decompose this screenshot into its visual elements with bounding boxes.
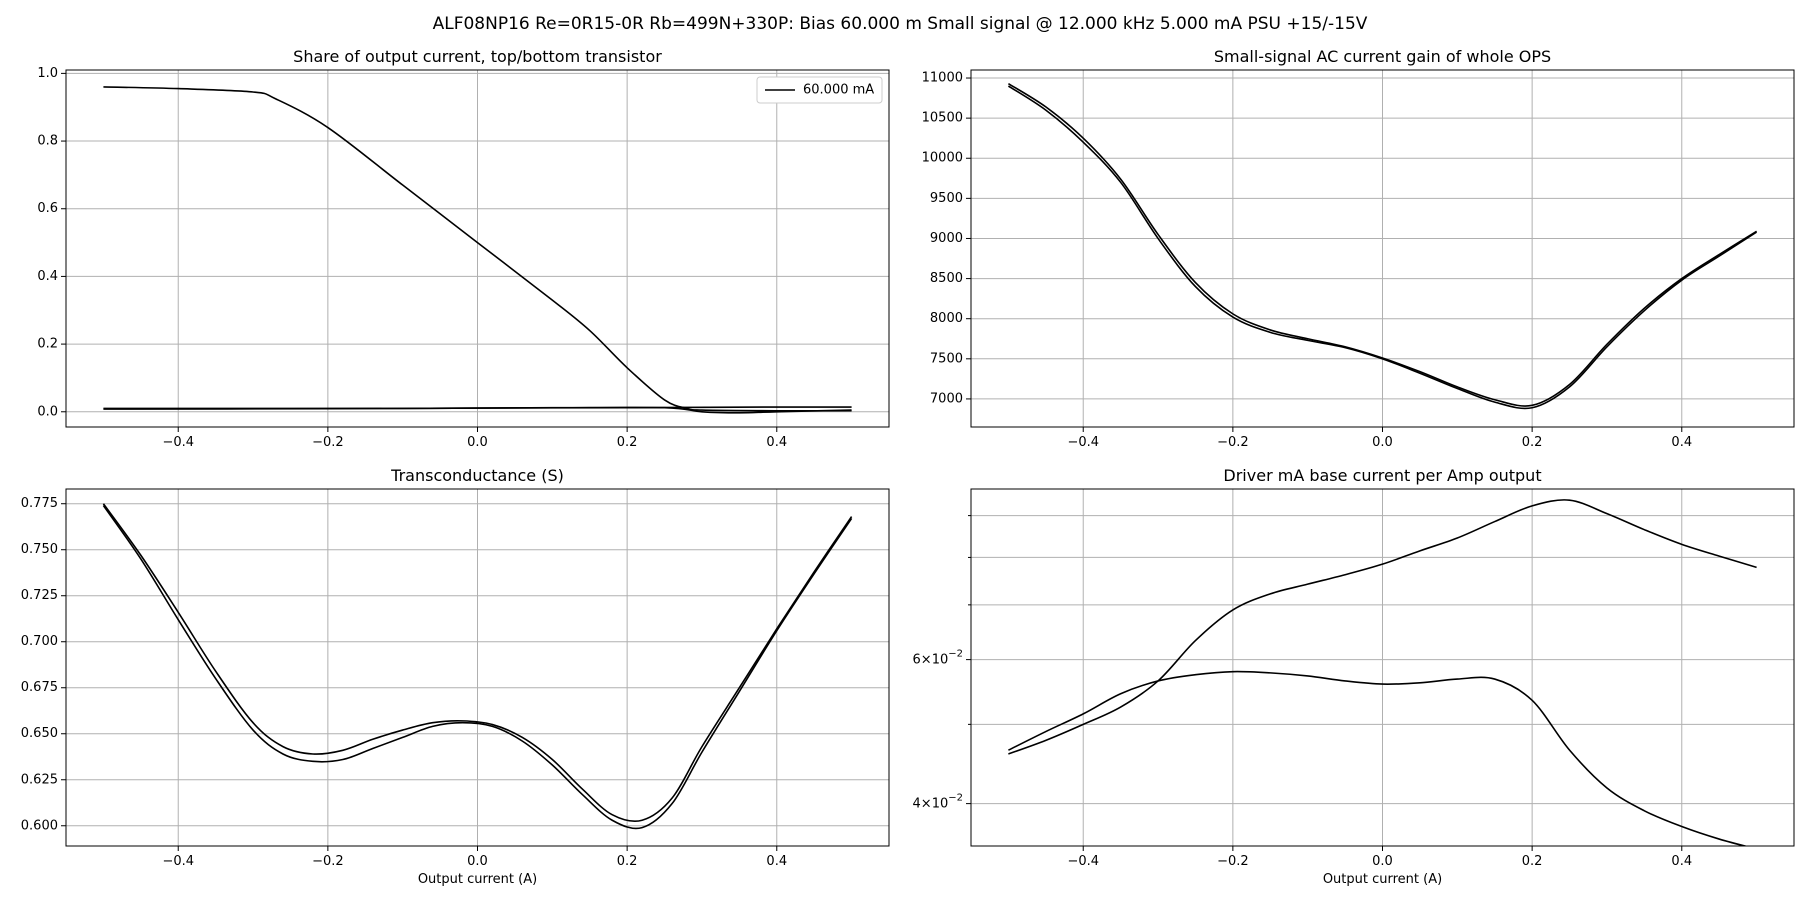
x-axis-label: Output current (A): [1323, 872, 1442, 887]
y-tick-label: 0.775: [21, 496, 58, 511]
legend-label: 60.000 mA: [803, 83, 874, 98]
y-tick-label: 0.675: [21, 680, 58, 695]
y-tick-label: 4×10−2: [913, 793, 963, 812]
plot-share-of-output-current: −0.4 −0.2 0.0 0.2 0.4 0.0 0.2 0.4 0.6 0.8 1.0 Share…: [37, 47, 890, 450]
series-line-2: [102, 503, 853, 823]
y-tick-label: 11000: [922, 71, 963, 86]
y-tick-label: 9000: [930, 231, 963, 246]
plot-current-gain: −0.4 −0.2 0.0 0.2 0.4 7000 7500 8000 8500 9000 950…: [922, 47, 1795, 450]
x-tick-label: 0.2: [1522, 854, 1543, 869]
x-tick-label: −0.2: [1217, 435, 1249, 450]
x-axis-label: Output current (A): [418, 872, 537, 887]
y-tick-label: 7500: [930, 351, 963, 366]
x-tick-label: 0.0: [467, 854, 488, 869]
x-tick-label: −0.4: [1067, 854, 1099, 869]
x-tick-label: 0.2: [617, 435, 638, 450]
series-line-3: [103, 406, 852, 410]
y-tick-label: 8000: [930, 311, 963, 326]
figure-title: ALF08NP16 Re=0R15-0R Rb=499N+330P: Bias …: [432, 14, 1368, 34]
x-tick-label: 0.4: [766, 435, 787, 450]
y-tick-label: 0.0: [37, 404, 58, 419]
y-tick-label: 10000: [922, 151, 963, 166]
plot-title: Share of output current, top/bottom tran…: [293, 47, 662, 66]
y-tick-label: 0.4: [37, 269, 58, 284]
y-tick-label: 0.725: [21, 588, 58, 603]
y-tick-label: 6×10−2: [913, 649, 963, 668]
x-tick-label: −0.2: [312, 854, 344, 869]
legend: 60.000 mA: [756, 76, 883, 104]
y-tick-label: 0.6: [37, 201, 58, 216]
x-tick-label: −0.4: [162, 435, 194, 450]
y-tick-label: 0.750: [21, 542, 58, 557]
x-tick-label: 0.2: [617, 854, 638, 869]
y-tick-label: 9500: [930, 191, 963, 206]
y-tick-label: 0.600: [21, 818, 58, 833]
x-tick-label: −0.4: [162, 854, 194, 869]
y-tick-label: 0.700: [21, 634, 58, 649]
x-tick-label: 0.4: [1671, 435, 1692, 450]
series-line-1: [102, 505, 853, 830]
x-tick-label: 0.0: [1372, 854, 1393, 869]
y-tick-label: 0.2: [37, 337, 58, 352]
plot-transconductance: −0.4 −0.2 0.0 0.2 0.4 0.600 0.625 0.650 0.675 0.7…: [21, 466, 890, 887]
x-tick-label: −0.4: [1067, 435, 1099, 450]
x-tick-label: 0.4: [1671, 854, 1692, 869]
series-line-2: [1007, 82, 1758, 407]
series-line-2: [1008, 670, 1749, 846]
y-tick-label: 10500: [922, 111, 963, 126]
x-tick-label: 0.2: [1522, 435, 1543, 450]
series-line-1: [1008, 499, 1757, 755]
y-tick-label: 1.0: [37, 66, 58, 81]
y-tick-label: 0.8: [37, 134, 58, 149]
y-tick-label: 8500: [930, 271, 963, 286]
plot-title: Small-signal AC current gain of whole OP…: [1214, 47, 1551, 66]
y-tick-label: 0.625: [21, 772, 58, 787]
y-tick-label: 7000: [930, 391, 963, 406]
y-tick-label: 0.650: [21, 726, 58, 741]
x-tick-label: 0.4: [766, 854, 787, 869]
series-line-1: [103, 86, 852, 412]
plot-title: Driver mA base current per Amp output: [1223, 466, 1541, 485]
x-tick-label: 0.0: [467, 435, 488, 450]
x-tick-label: −0.2: [312, 435, 344, 450]
legend-box: [756, 76, 883, 104]
x-tick-label: 0.0: [1372, 435, 1393, 450]
plot-driver-base-current: −0.4 −0.2 0.0 0.2 0.4 4×10−2 6×10−2 Driver mA b…: [913, 466, 1795, 887]
plot-title: Transconductance (S): [390, 466, 564, 485]
x-tick-label: −0.2: [1217, 854, 1249, 869]
